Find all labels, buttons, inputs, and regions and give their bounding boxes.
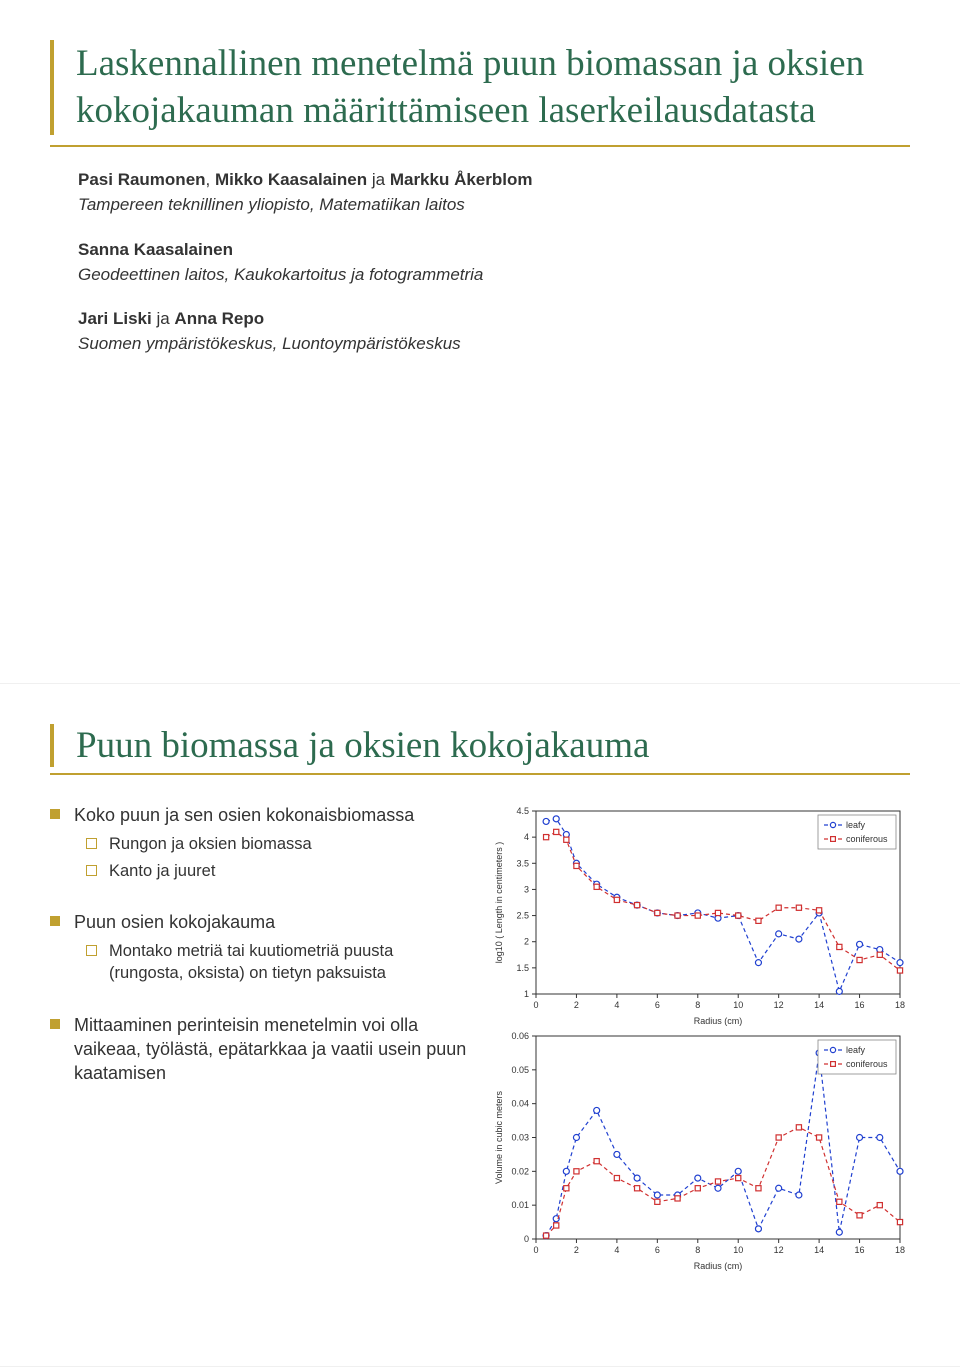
svg-text:3.5: 3.5 — [516, 858, 529, 868]
svg-text:4: 4 — [614, 1245, 619, 1255]
bullet-3: Mittaaminen perinteisin menetelmin voi o… — [50, 1013, 470, 1086]
chart-top: 0 2 4 6 8 10 12 14 16 18 1 1.5 2 2.5 3 3.5 4 4.5 Radius (c… — [490, 803, 910, 1028]
bullet-text: Puun osien kokojakauma — [74, 910, 275, 934]
svg-text:0.03: 0.03 — [511, 1133, 529, 1143]
svg-text:leafy: leafy — [846, 1045, 866, 1055]
sub-bullet-text: Montako metriä tai kuutiometriä puusta (… — [109, 940, 470, 985]
bullet-group-1: Koko puun ja sen osien kokonaisbiomassa … — [50, 803, 470, 882]
svg-text:0.04: 0.04 — [511, 1099, 529, 1109]
subtitle: Puun biomassa ja oksien kokojakauma — [76, 724, 910, 767]
svg-text:leafy: leafy — [846, 820, 866, 830]
subtitle-block: Puun biomassa ja oksien kokojakauma — [50, 724, 910, 767]
authors-line-1: Pasi Raumonen, Mikko Kaasalainen ja Mark… — [78, 169, 910, 192]
svg-text:0: 0 — [533, 1000, 538, 1010]
right-column: 0 2 4 6 8 10 12 14 16 18 1 1.5 2 2.5 3 3.5 4 4.5 Radius (c… — [490, 803, 910, 1273]
svg-text:0.06: 0.06 — [511, 1031, 529, 1041]
bullet-group-2: Puun osien kokojakauma Montako metriä ta… — [50, 910, 470, 985]
author-conj: ja — [372, 170, 390, 189]
sub-bullet: Montako metriä tai kuutiometriä puusta (… — [86, 940, 470, 985]
svg-text:log10 ( Length in centimeters: log10 ( Length in centimeters ) — [494, 842, 504, 964]
svg-text:4: 4 — [614, 1000, 619, 1010]
title-block: Laskennallinen menetelmä puun biomassan … — [50, 40, 910, 135]
svg-text:2: 2 — [574, 1000, 579, 1010]
institution-3: Suomen ympäristökeskus, Luontoympäristök… — [78, 333, 910, 356]
svg-text:2.5: 2.5 — [516, 911, 529, 921]
chart-top-svg: 0 2 4 6 8 10 12 14 16 18 1 1.5 2 2.5 3 3.5 4 4.5 Radius (c… — [490, 803, 910, 1028]
bullet-2: Puun osien kokojakauma — [50, 910, 470, 934]
bullet-open-icon — [86, 945, 97, 956]
slide-2: Puun biomassa ja oksien kokojakauma Koko… — [0, 684, 960, 1367]
svg-text:0: 0 — [533, 1245, 538, 1255]
svg-text:16: 16 — [855, 1245, 865, 1255]
svg-text:6: 6 — [655, 1000, 660, 1010]
svg-text:2: 2 — [574, 1245, 579, 1255]
author-name: Sanna Kaasalainen — [78, 240, 233, 259]
authors-line-3: Jari Liski ja Anna Repo — [78, 308, 910, 331]
svg-text:0.05: 0.05 — [511, 1065, 529, 1075]
svg-text:14: 14 — [814, 1245, 824, 1255]
author-conj: ja — [156, 309, 174, 328]
author-name: Anna Repo — [174, 309, 264, 328]
svg-text:1: 1 — [524, 989, 529, 999]
sub-bullet-text: Rungon ja oksien biomassa — [109, 833, 312, 855]
bullet-group-3: Mittaaminen perinteisin menetelmin voi o… — [50, 1013, 470, 1086]
bullet-square-icon — [50, 916, 60, 926]
svg-text:0.01: 0.01 — [511, 1200, 529, 1210]
authors-block: Pasi Raumonen, Mikko Kaasalainen ja Mark… — [78, 169, 910, 357]
main-title: Laskennallinen menetelmä puun biomassan … — [76, 40, 910, 135]
svg-text:10: 10 — [733, 1245, 743, 1255]
svg-text:6: 6 — [655, 1245, 660, 1255]
svg-text:18: 18 — [895, 1000, 905, 1010]
svg-text:8: 8 — [695, 1245, 700, 1255]
svg-text:8: 8 — [695, 1000, 700, 1010]
title-rule — [50, 145, 910, 147]
bullet-square-icon — [50, 809, 60, 819]
author-name: Jari Liski — [78, 309, 152, 328]
bullet-text: Koko puun ja sen osien kokonaisbiomassa — [74, 803, 414, 827]
bullet-open-icon — [86, 838, 97, 849]
author-name: Pasi Raumonen — [78, 170, 206, 189]
svg-text:Volume in cubic meters: Volume in cubic meters — [494, 1090, 504, 1184]
sub-bullet: Kanto ja juuret — [86, 860, 470, 882]
svg-text:14: 14 — [814, 1000, 824, 1010]
svg-text:4.5: 4.5 — [516, 806, 529, 816]
svg-text:2: 2 — [524, 937, 529, 947]
columns: Koko puun ja sen osien kokonaisbiomassa … — [50, 803, 910, 1273]
chart-bottom-svg: 0 2 4 6 8 10 12 14 16 18 0 0.01 0.02 0.03 0.04 0.05 0.06… — [490, 1028, 910, 1273]
subtitle-rule — [50, 773, 910, 775]
bullet-square-icon — [50, 1019, 60, 1029]
svg-text:16: 16 — [855, 1000, 865, 1010]
sub-bullet: Rungon ja oksien biomassa — [86, 833, 470, 855]
slide-1: Laskennallinen menetelmä puun biomassan … — [0, 0, 960, 684]
svg-text:Radius (cm): Radius (cm) — [694, 1261, 743, 1271]
bullet-open-icon — [86, 865, 97, 876]
svg-text:18: 18 — [895, 1245, 905, 1255]
chart-bottom: 0 2 4 6 8 10 12 14 16 18 0 0.01 0.02 0.03 0.04 0.05 0.06… — [490, 1028, 910, 1273]
svg-text:3: 3 — [524, 884, 529, 894]
author-name: Mikko Kaasalainen — [215, 170, 367, 189]
svg-text:4: 4 — [524, 832, 529, 842]
institution-2: Geodeettinen laitos, Kaukokartoitus ja f… — [78, 264, 910, 287]
svg-text:12: 12 — [774, 1000, 784, 1010]
svg-text:coniferous: coniferous — [846, 1059, 888, 1069]
svg-text:10: 10 — [733, 1000, 743, 1010]
institution-1: Tampereen teknillinen yliopisto, Matemat… — [78, 194, 910, 217]
svg-text:0: 0 — [524, 1234, 529, 1244]
authors-line-2: Sanna Kaasalainen — [78, 239, 910, 262]
author-name: Markku Åkerblom — [390, 170, 533, 189]
svg-text:coniferous: coniferous — [846, 834, 888, 844]
svg-text:Radius (cm): Radius (cm) — [694, 1016, 743, 1026]
sub-bullet-text: Kanto ja juuret — [109, 860, 215, 882]
bullet-1: Koko puun ja sen osien kokonaisbiomassa — [50, 803, 470, 827]
bullet-text: Mittaaminen perinteisin menetelmin voi o… — [74, 1013, 470, 1086]
svg-text:12: 12 — [774, 1245, 784, 1255]
left-column: Koko puun ja sen osien kokonaisbiomassa … — [50, 803, 470, 1273]
svg-text:0.02: 0.02 — [511, 1166, 529, 1176]
svg-text:1.5: 1.5 — [516, 963, 529, 973]
